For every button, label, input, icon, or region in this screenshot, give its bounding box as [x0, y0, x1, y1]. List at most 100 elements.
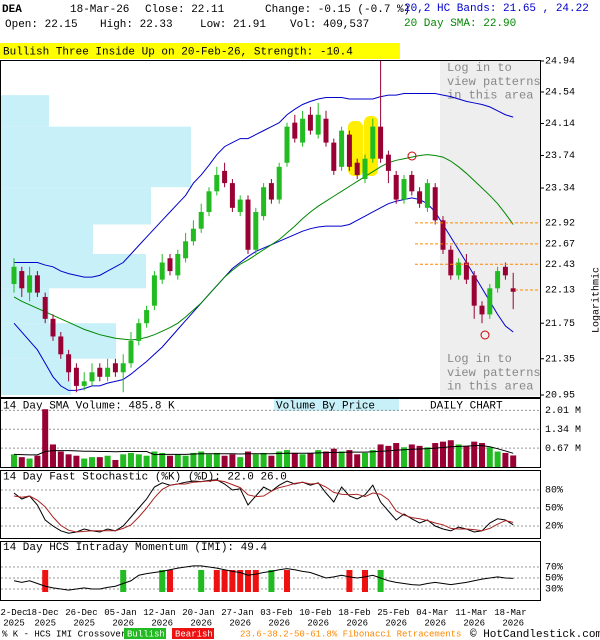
symbol: DEA — [2, 4, 22, 16]
volume-bar — [167, 455, 173, 467]
volume-bar — [377, 444, 384, 467]
candle-body — [50, 318, 56, 337]
candle-body — [370, 126, 376, 159]
volume-bar — [229, 454, 236, 467]
login-note: Log in to view patterns in this area — [447, 61, 548, 103]
imi-title: 14 Day HCS Intraday Momentum (IMI): 49.4 — [3, 542, 267, 554]
crossover-bar — [284, 570, 290, 592]
fibonacci-legend: 23.6-38.2-50-61.8% Fibonacci Retracement… — [240, 629, 461, 639]
stochastic-frame — [0, 470, 541, 539]
candle-body — [276, 166, 282, 200]
y-tick-label: 23.34 — [545, 184, 575, 195]
candle-body — [237, 199, 243, 212]
volume-by-price — [1, 95, 191, 395]
volume-bar — [50, 444, 56, 467]
candle-body — [417, 191, 423, 204]
y-tick-label: 20% — [545, 522, 563, 533]
candle-body — [323, 118, 329, 143]
candle-body — [362, 158, 368, 180]
x-tick-label: 03-Feb 2026 — [260, 608, 298, 628]
volume-bar — [408, 444, 415, 467]
candle-body — [471, 275, 477, 306]
volume-bar — [34, 455, 41, 467]
volume-bar — [151, 451, 158, 467]
login-zone — [440, 61, 540, 396]
crossover-bar — [159, 570, 166, 592]
volume-bar — [401, 447, 407, 467]
volume-bar — [455, 444, 462, 467]
crossover-bar — [377, 570, 384, 592]
volume-bar — [393, 443, 400, 467]
volume-bar — [486, 447, 493, 467]
candle-body — [315, 114, 321, 135]
x-tick-label: 18-Mar 2026 — [494, 608, 532, 628]
candle-body — [73, 367, 79, 386]
candle-body — [502, 266, 508, 276]
candle-body — [253, 211, 259, 250]
candle-body — [175, 253, 181, 276]
candle-body — [112, 363, 118, 373]
x-tick-label: 12-Jan 2026 — [143, 608, 181, 628]
crossover-bar — [346, 570, 353, 592]
candle-body — [292, 122, 298, 139]
volume-bar — [268, 455, 275, 467]
volume-bar — [315, 450, 322, 467]
crossover-bar — [198, 570, 205, 592]
candle-body — [378, 126, 384, 159]
candle-body — [34, 275, 40, 293]
vbp-bar — [1, 358, 71, 395]
candle-body — [495, 271, 501, 289]
date: 18-Mar-26 — [70, 4, 129, 16]
y-tick-label: 50% — [545, 504, 563, 515]
candle-body — [214, 174, 220, 192]
volume-bar — [330, 448, 337, 467]
y-tick-label: 24.54 — [545, 88, 575, 99]
candle-body — [261, 187, 267, 217]
x-tick-label: 26-Dec 2025 — [65, 608, 103, 628]
bands-legend: 20,2 HC Bands: 21.65 , 24.22 — [404, 3, 589, 15]
vbp-bar — [1, 253, 146, 289]
vbp-label: Volume By Price — [276, 400, 375, 412]
volume-bar — [260, 452, 267, 467]
volume-bar — [385, 445, 392, 467]
candle-body — [58, 336, 64, 355]
crossover-bar — [362, 570, 368, 592]
volume-bar — [354, 454, 361, 467]
volume-bar — [440, 441, 446, 467]
volume-bar — [307, 452, 314, 467]
y-tick-label: 50% — [545, 574, 563, 585]
crossover-bar — [245, 570, 251, 592]
login-note: Log in to view patterns in this area — [447, 352, 548, 394]
crossover-bar — [120, 570, 127, 592]
band-lower — [13, 197, 514, 391]
candle-body — [198, 211, 204, 229]
bearish-legend: Bearish — [175, 629, 213, 639]
y-tick-label: 23.74 — [545, 151, 575, 162]
volume-bar — [11, 454, 17, 467]
pattern-title: Bullish Three Inside Up on 20-Feb-26, St… — [3, 46, 353, 58]
price-frame — [0, 60, 541, 398]
close: Close: 22.11 — [145, 4, 225, 16]
volume: Vol: 409,537 — [290, 19, 369, 31]
y-tick-label: 2.01 M — [545, 406, 581, 417]
crossover-bar — [221, 570, 228, 592]
volume-bar — [198, 451, 205, 467]
candle-body — [190, 228, 196, 242]
volume-sma — [13, 445, 514, 456]
crossover-bar — [42, 570, 49, 592]
volume-bar — [284, 450, 290, 467]
y-label: Logarithmic — [591, 267, 600, 333]
stochastic-title: 14 Day Fast Stochastic (%K) (%D): 22.0 2… — [3, 471, 287, 483]
volume-bar — [73, 455, 80, 467]
candle-body — [385, 154, 391, 171]
bullish-legend: Bullish — [127, 629, 165, 639]
volume-bar — [112, 459, 119, 467]
crossover-bar — [229, 570, 236, 592]
crossover-bar — [268, 570, 275, 592]
candle-body — [120, 363, 126, 373]
x-tick-label: 18-Dec 2025 — [26, 608, 64, 628]
candle-body — [448, 249, 454, 276]
low: Low: 21.91 — [200, 19, 266, 31]
candle-body — [268, 183, 274, 200]
